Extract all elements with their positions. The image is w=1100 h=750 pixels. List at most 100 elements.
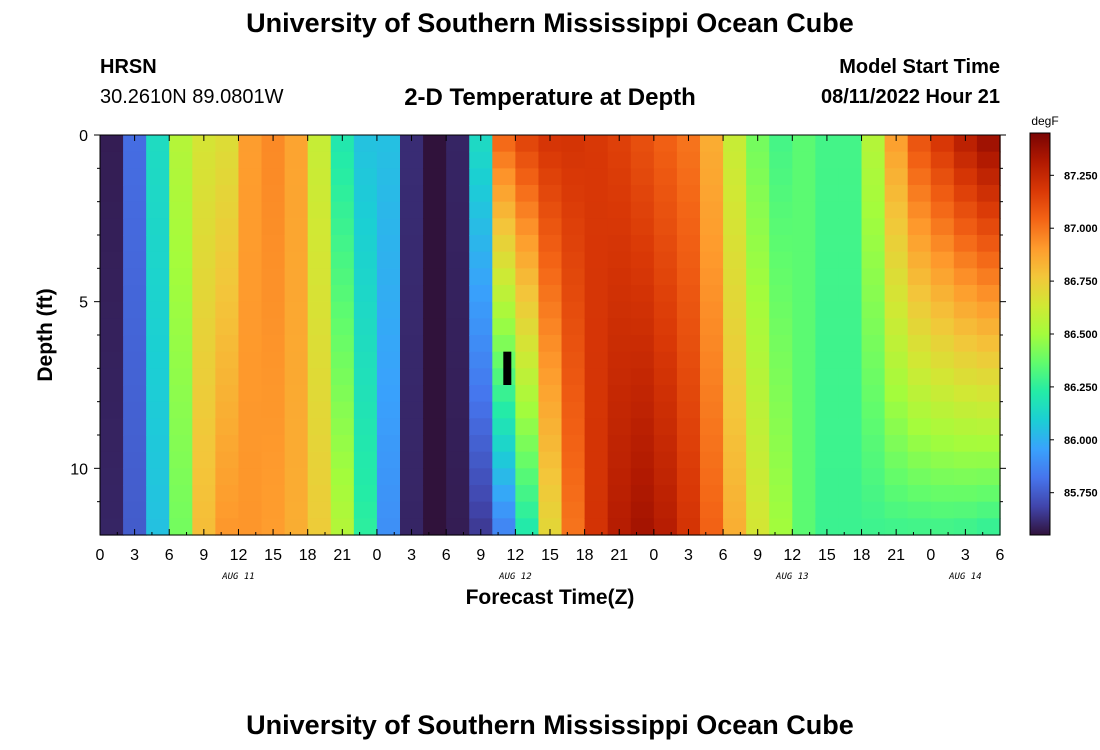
heatmap-cell <box>446 401 470 419</box>
heatmap-cell <box>907 285 932 303</box>
heatmap-cell <box>400 301 424 319</box>
heatmap-cell <box>561 368 586 386</box>
heatmap-cell <box>838 501 863 519</box>
heatmap-cell <box>792 185 816 203</box>
heatmap-cell <box>469 468 493 486</box>
heatmap-cell <box>815 351 840 369</box>
heatmap-cell <box>746 468 770 486</box>
heatmap-cell <box>469 351 493 369</box>
heatmap-cell <box>907 435 932 453</box>
heatmap-cell <box>976 368 1001 386</box>
heatmap-cell <box>492 235 516 253</box>
heatmap-cell <box>192 351 216 369</box>
heatmap-cell <box>953 435 978 453</box>
heatmap-cell <box>838 235 863 253</box>
heatmap-cell <box>746 401 770 419</box>
heatmap-cell <box>123 435 147 453</box>
heatmap-cell <box>838 385 863 403</box>
heatmap-cell <box>953 168 978 186</box>
heatmap-cell <box>653 485 678 503</box>
heatmap-cell <box>515 301 540 319</box>
heatmap-cell <box>861 368 886 386</box>
heatmap-cell <box>215 168 240 186</box>
heatmap-cell <box>607 435 632 453</box>
heatmap-cell <box>146 335 170 353</box>
heatmap-cell <box>561 301 586 319</box>
heatmap-cell <box>561 351 586 369</box>
x-tick-label: 0 <box>926 547 935 564</box>
heatmap-cell <box>884 451 909 469</box>
heatmap-cell <box>746 335 770 353</box>
heatmap-cell <box>746 418 770 436</box>
heatmap-cell <box>815 318 840 336</box>
heatmap-cell <box>469 135 493 153</box>
heatmap-cell <box>930 451 955 469</box>
heatmap-cell <box>515 518 540 536</box>
heatmap-cell <box>169 318 193 336</box>
heatmap-cell <box>769 335 793 353</box>
heatmap-cell <box>100 135 124 153</box>
heatmap-cell <box>653 385 678 403</box>
heatmap-cell <box>284 485 309 503</box>
heatmap-cell <box>515 401 540 419</box>
heatmap-cell <box>492 335 516 353</box>
heatmap-cell <box>192 135 216 153</box>
heatmap-cell <box>700 251 724 269</box>
heatmap-cell <box>423 151 447 169</box>
heatmap-cell <box>907 501 932 519</box>
heatmap-cell <box>215 451 240 469</box>
heatmap-cell <box>446 251 470 269</box>
heatmap-cell <box>169 301 193 319</box>
heatmap-cell <box>976 401 1001 419</box>
heatmap <box>100 135 1001 536</box>
heatmap-cell <box>515 268 540 286</box>
heatmap-cell <box>515 385 540 403</box>
heatmap-cell <box>446 335 470 353</box>
heatmap-cell <box>907 318 932 336</box>
heatmap-cell <box>815 518 840 536</box>
heatmap-cell <box>861 168 886 186</box>
heatmap-cell <box>376 251 401 269</box>
heatmap-cell <box>238 135 263 153</box>
heatmap-cell <box>192 285 216 303</box>
x-tick-label: 6 <box>165 547 174 564</box>
heatmap-cell <box>976 468 1001 486</box>
heatmap-cell <box>930 418 955 436</box>
heatmap-cell <box>307 335 332 353</box>
heatmap-cell <box>953 235 978 253</box>
heatmap-cell <box>376 218 401 236</box>
heatmap-cell <box>723 501 747 519</box>
heatmap-cell <box>723 185 747 203</box>
heatmap-cell <box>492 401 516 419</box>
heatmap-cell <box>630 451 655 469</box>
heatmap-cell <box>169 368 193 386</box>
heatmap-cell <box>607 301 632 319</box>
heatmap-cell <box>261 351 286 369</box>
heatmap-cell <box>169 418 193 436</box>
heatmap-cell <box>861 301 886 319</box>
heatmap-cell <box>584 301 609 319</box>
heatmap-cell <box>792 201 816 219</box>
heatmap-cell <box>123 451 147 469</box>
heatmap-cell <box>100 285 124 303</box>
heatmap-cell <box>561 251 586 269</box>
heatmap-cell <box>261 435 286 453</box>
heatmap-cell <box>953 185 978 203</box>
heatmap-cell <box>792 268 816 286</box>
heatmap-cell <box>676 418 701 436</box>
heatmap-cell <box>538 468 563 486</box>
heatmap-cell <box>584 285 609 303</box>
heatmap-cell <box>538 251 563 269</box>
heatmap-cell <box>330 401 355 419</box>
chart-axes: 0 3 6 9 12 15 18 21 0 3 6 9 12 15 18 21 0 3 6 9 12 15 18 21 0 3 6 A… <box>70 128 1006 582</box>
heatmap-cell <box>953 135 978 153</box>
heatmap-cell <box>746 301 770 319</box>
heatmap-cell <box>215 301 240 319</box>
heatmap-cell <box>238 168 263 186</box>
heatmap-cell <box>676 168 701 186</box>
heatmap-cell <box>607 501 632 519</box>
heatmap-cell <box>930 518 955 536</box>
heatmap-cell <box>930 385 955 403</box>
heatmap-cell <box>284 335 309 353</box>
heatmap-cell <box>930 235 955 253</box>
